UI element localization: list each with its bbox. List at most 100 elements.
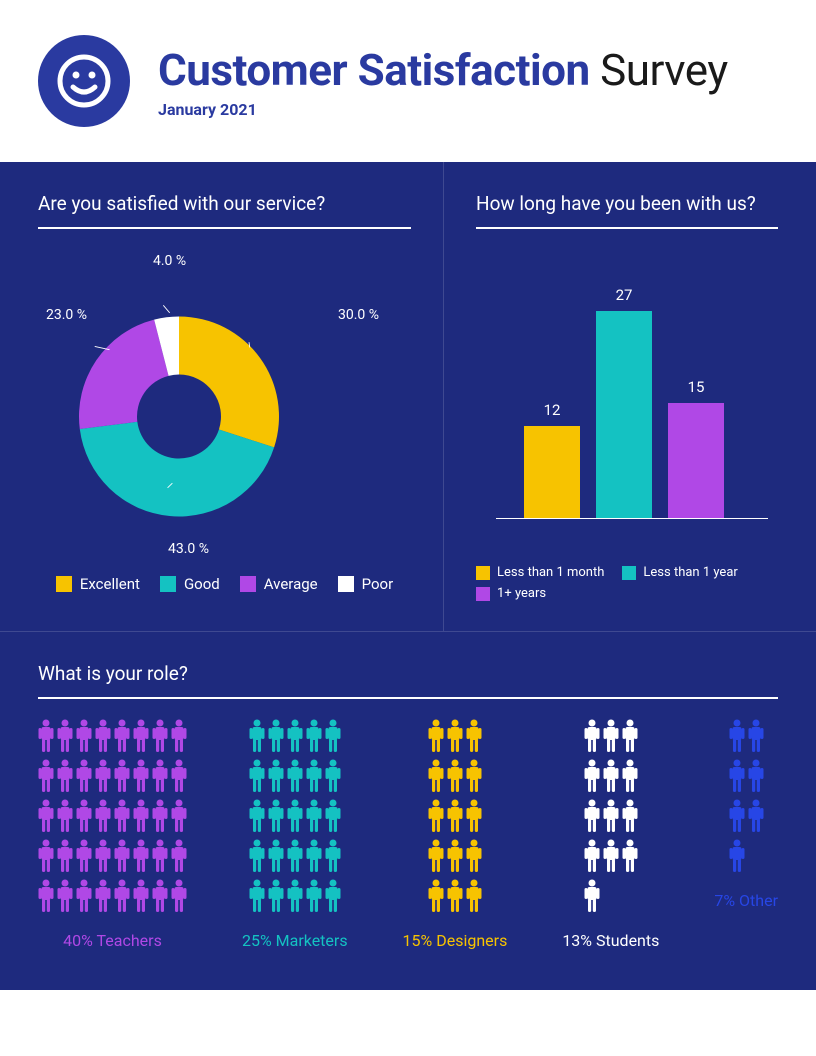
person-icon	[57, 879, 73, 913]
person-icon	[325, 719, 341, 753]
header: Customer Satisfaction Survey January 202…	[0, 0, 816, 162]
person-icon	[268, 759, 284, 793]
title-light: Survey	[600, 44, 728, 96]
person-icon	[171, 799, 187, 833]
person-icon	[249, 839, 265, 873]
person-icon	[729, 799, 745, 833]
person-icon	[287, 759, 303, 793]
bar-panel: How long have you been with us? 122715 L…	[444, 162, 816, 631]
page-title: Customer Satisfaction Survey	[158, 44, 728, 96]
person-icon	[466, 839, 482, 873]
people-grid	[249, 719, 341, 913]
person-icon	[268, 839, 284, 873]
person-icon	[133, 839, 149, 873]
bar-value-2: 15	[668, 378, 724, 396]
bar-1	[596, 311, 652, 518]
person-icon	[306, 719, 322, 753]
person-icon	[466, 799, 482, 833]
legend-label: Good	[184, 575, 220, 593]
person-icon	[268, 719, 284, 753]
person-icon	[171, 719, 187, 753]
person-icon	[622, 799, 638, 833]
person-icon	[38, 839, 54, 873]
bar-value-0: 12	[524, 401, 580, 419]
person-icon	[171, 759, 187, 793]
person-icon	[729, 759, 745, 793]
person-icon	[114, 719, 130, 753]
person-icon	[57, 799, 73, 833]
person-icon	[603, 839, 619, 873]
person-icon	[447, 839, 463, 873]
person-icon	[114, 799, 130, 833]
role-group: 40% Teachers	[38, 719, 187, 950]
person-icon	[603, 759, 619, 793]
person-icon	[447, 759, 463, 793]
role-group: 25% Marketers	[242, 719, 348, 950]
person-icon	[287, 719, 303, 753]
legend-label: Excellent	[80, 575, 140, 593]
legend-label: Poor	[362, 575, 394, 593]
bar-chart: 12 27 15	[476, 259, 778, 559]
person-icon	[447, 719, 463, 753]
logo-circle	[38, 35, 130, 127]
person-icon	[76, 879, 92, 913]
person-icon	[466, 879, 482, 913]
person-icon	[152, 839, 168, 873]
bar-value-1: 27	[596, 286, 652, 304]
role-label: 7% Other	[714, 891, 778, 910]
person-icon	[152, 799, 168, 833]
legend-item-excellent: Excellent	[56, 575, 140, 593]
person-icon	[748, 719, 764, 753]
person-icon	[325, 759, 341, 793]
person-icon	[114, 879, 130, 913]
person-icon	[76, 799, 92, 833]
person-icon	[57, 839, 73, 873]
donut-panel: Are you satisfied with our service? 30.0…	[0, 162, 444, 631]
legend-item-average: Average	[240, 575, 318, 593]
person-icon	[152, 719, 168, 753]
person-icon	[249, 719, 265, 753]
person-icon	[584, 759, 600, 793]
role-group: 7% Other	[714, 719, 778, 910]
person-icon	[114, 839, 130, 873]
subtitle: January 2021	[158, 100, 728, 119]
bar-legend-label: Less than 1 month	[497, 565, 604, 580]
person-icon	[306, 839, 322, 873]
role-panel: What is your role? 40% Teachers25% Marke…	[0, 632, 816, 990]
person-icon	[306, 799, 322, 833]
donut-callout-average: 23.0 %	[46, 307, 87, 323]
person-icon	[603, 719, 619, 753]
person-icon	[268, 799, 284, 833]
main-panel: Are you satisfied with our service? 30.0…	[0, 162, 816, 990]
person-icon	[622, 759, 638, 793]
person-icon	[95, 719, 111, 753]
person-icon	[584, 799, 600, 833]
person-icon	[133, 759, 149, 793]
top-row: Are you satisfied with our service? 30.0…	[0, 162, 816, 632]
title-block: Customer Satisfaction Survey January 202…	[158, 44, 728, 119]
donut-callout-poor: 4.0 %	[153, 253, 186, 269]
person-icon	[466, 759, 482, 793]
legend-label: Average	[264, 575, 318, 593]
person-icon	[76, 719, 92, 753]
person-icon	[447, 799, 463, 833]
donut-question: Are you satisfied with our service?	[38, 192, 411, 229]
person-icon	[95, 879, 111, 913]
person-icon	[133, 799, 149, 833]
person-icon	[249, 879, 265, 913]
smiley-icon	[56, 53, 112, 109]
people-grid	[428, 719, 482, 913]
bar-legend-label: Less than 1 year	[643, 565, 737, 580]
person-icon	[287, 879, 303, 913]
legend-item-good: Good	[160, 575, 220, 593]
person-icon	[38, 879, 54, 913]
person-icon	[603, 799, 619, 833]
people-grid	[584, 719, 638, 913]
bar-legend-item: Less than 1 month	[476, 565, 604, 580]
person-icon	[57, 719, 73, 753]
person-icon	[428, 839, 444, 873]
bar-legend-item: 1+ years	[476, 586, 546, 601]
person-icon	[38, 799, 54, 833]
person-icon	[428, 879, 444, 913]
bar-legend: Less than 1 month Less than 1 year 1+ year…	[476, 565, 778, 601]
